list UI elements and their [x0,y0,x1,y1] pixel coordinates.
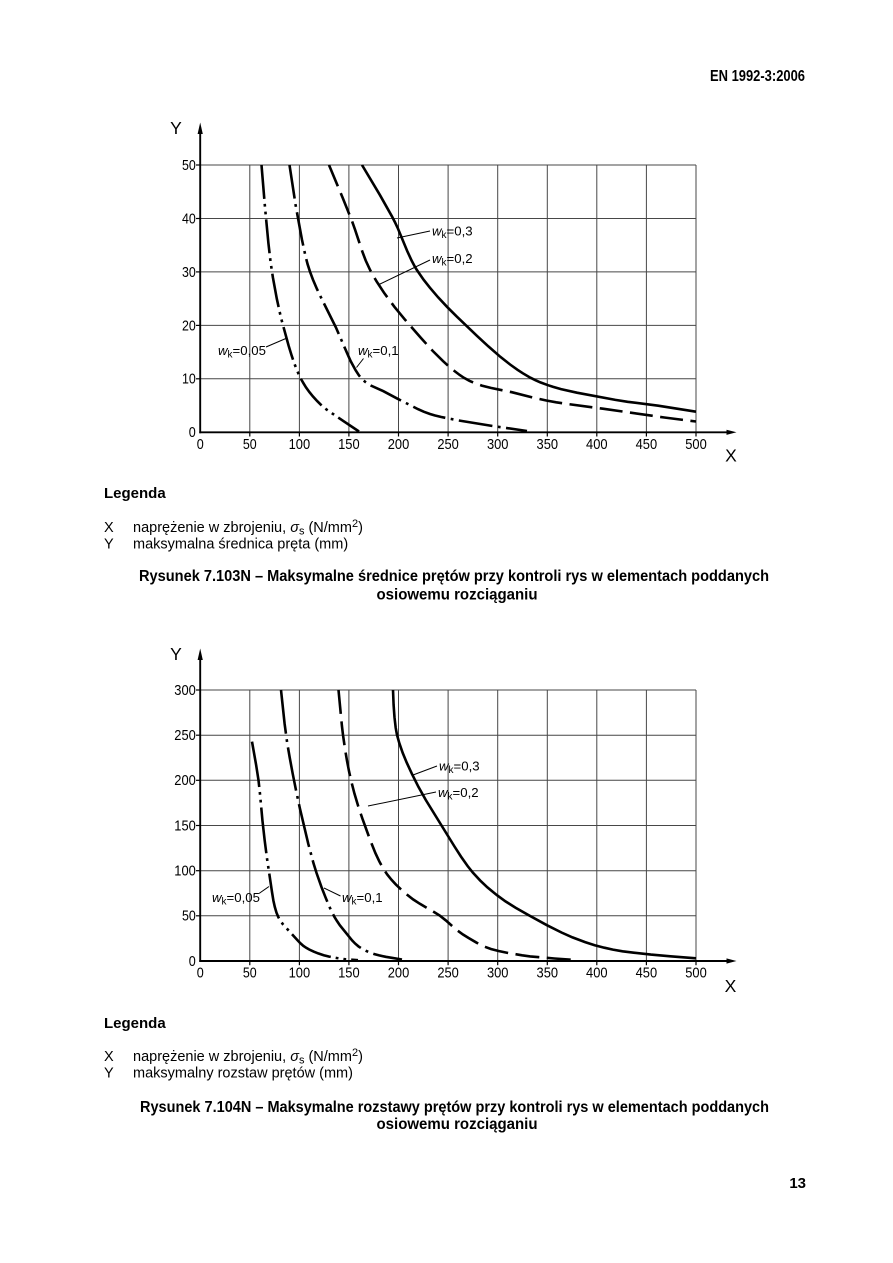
svg-text:X: X [104,1049,114,1065]
svg-text:350: 350 [537,436,559,453]
svg-text:100: 100 [289,436,311,453]
svg-text:250: 250 [174,727,196,744]
svg-text:450: 450 [636,965,658,982]
svg-text:EN 1992-3:2006: EN 1992-3:2006 [710,68,805,85]
svg-text:200: 200 [388,436,410,453]
svg-text:200: 200 [174,772,196,789]
svg-text:20: 20 [182,317,196,334]
svg-text:450: 450 [636,436,658,453]
svg-text:150: 150 [174,817,196,834]
svg-text:500: 500 [685,436,707,453]
svg-text:naprężenie w zbrojeniu, σs (N/: naprężenie w zbrojeniu, σs (N/mm2) [133,518,363,538]
svg-text:X: X [725,976,737,996]
svg-text:maksymalna średnica pręta (mm): maksymalna średnica pręta (mm) [133,537,348,553]
svg-text:30: 30 [182,264,196,281]
svg-text:osiowemu rozciąganiu: osiowemu rozciąganiu [377,1116,538,1133]
svg-text:wk=0,3: wk=0,3 [432,224,473,242]
svg-text:wk=0,3: wk=0,3 [439,759,480,777]
svg-text:Legenda: Legenda [104,1015,166,1032]
svg-text:500: 500 [685,965,707,982]
svg-text:100: 100 [289,965,311,982]
svg-text:Rysunek 7.103N – Maksymalne śr: Rysunek 7.103N – Maksymalne średnice prę… [139,568,769,585]
svg-text:10: 10 [182,371,196,388]
svg-text:Legenda: Legenda [104,485,166,502]
svg-text:250: 250 [437,436,459,453]
svg-text:50: 50 [243,965,257,982]
svg-text:wk=0,2: wk=0,2 [438,785,479,803]
svg-text:50: 50 [182,157,196,174]
svg-text:Rysunek 7.104N – Maksymalne ro: Rysunek 7.104N – Maksymalne rozstawy prę… [140,1099,769,1116]
svg-text:50: 50 [243,436,257,453]
svg-text:400: 400 [586,436,608,453]
svg-text:300: 300 [174,682,196,699]
svg-text:Y: Y [170,644,182,664]
svg-text:X: X [104,520,114,536]
svg-text:wk=0,2: wk=0,2 [432,251,473,269]
svg-text:wk=0,1: wk=0,1 [358,343,399,361]
svg-text:350: 350 [537,965,559,982]
svg-text:250: 250 [437,965,459,982]
svg-text:0: 0 [189,424,196,441]
svg-text:300: 300 [487,436,509,453]
svg-text:wk=0,05: wk=0,05 [218,343,266,361]
svg-text:Y: Y [170,118,182,138]
svg-text:150: 150 [338,965,360,982]
svg-text:40: 40 [182,210,196,227]
svg-text:200: 200 [388,965,410,982]
svg-text:naprężenie w zbrojeniu, σs (N/: naprężenie w zbrojeniu, σs (N/mm2) [133,1047,363,1067]
svg-text:0: 0 [189,953,196,970]
svg-text:0: 0 [197,965,204,982]
svg-text:400: 400 [586,965,608,982]
svg-text:50: 50 [182,908,196,925]
svg-text:wk=0,05: wk=0,05 [212,890,260,908]
svg-text:X: X [725,446,737,466]
svg-text:13: 13 [789,1175,806,1192]
svg-text:150: 150 [338,436,360,453]
svg-text:0: 0 [197,436,204,453]
svg-text:300: 300 [487,965,509,982]
svg-text:osiowemu rozciąganiu: osiowemu rozciąganiu [377,587,538,604]
svg-text:Y: Y [104,537,114,553]
svg-text:maksymalny rozstaw prętów (mm): maksymalny rozstaw prętów (mm) [133,1066,353,1082]
svg-text:100: 100 [174,863,196,880]
svg-text:wk=0,1: wk=0,1 [342,890,383,908]
svg-text:Y: Y [104,1066,114,1082]
